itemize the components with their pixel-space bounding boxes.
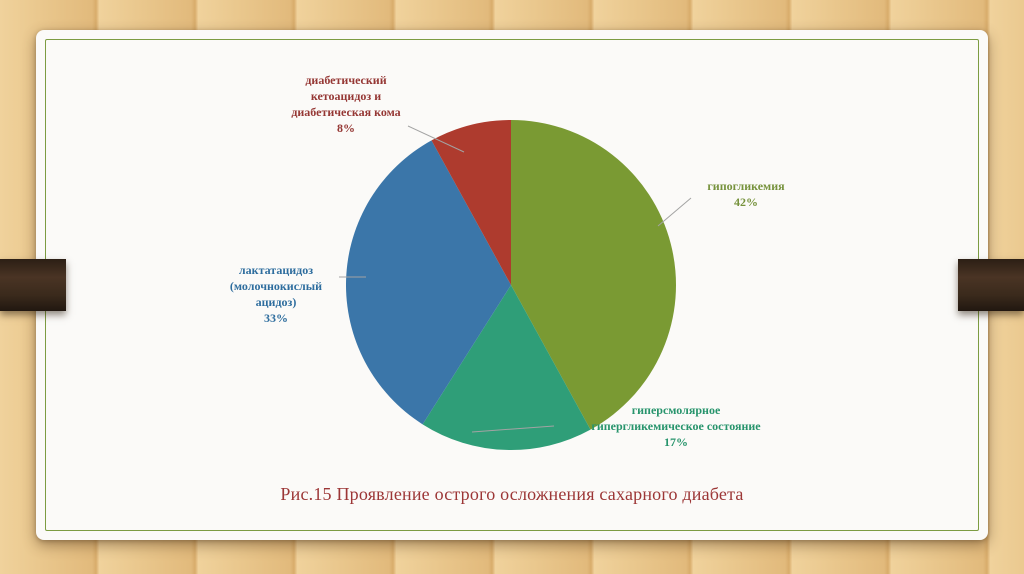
- pie-label-hyperosmolar-hyperglycemic-state: гиперсмолярное гипергликемическое состоя…: [526, 402, 826, 450]
- left-clip-bar: [0, 259, 66, 311]
- pie-label-line: гипогликемия: [707, 179, 785, 193]
- pie-label-line: гипергликемическое состояние: [591, 419, 761, 433]
- pie-label-line: кетоацидоз и: [310, 89, 382, 103]
- pie-label-line: диабетический: [305, 73, 387, 87]
- pie-label-value: 17%: [664, 435, 688, 449]
- pie-label-line: гиперсмолярное: [631, 403, 721, 417]
- pie-label-diabetic-ketoacidosis-coma: диабетический кетоацидоз и диабетическая…: [251, 72, 441, 136]
- pie-label-line: ацидоз): [255, 295, 297, 309]
- pie-label-line: лактатацидоз: [238, 263, 314, 277]
- pie-slice-lactic-acidosis: [345, 140, 511, 425]
- pie-label-hypoglycemia: гипогликемия 42%: [666, 178, 826, 210]
- pie-chart: [345, 120, 676, 450]
- pie-label-value: 33%: [264, 311, 288, 325]
- pie-slice-hyperosmolar-hyperglycemic-state: [422, 285, 591, 450]
- pie-slice-hypoglycemia: [511, 120, 676, 430]
- pie-label-value: 42%: [734, 195, 758, 209]
- pie-slice-diabetic-ketoacidosis-coma: [431, 120, 511, 285]
- pie-label-value: 8%: [337, 121, 355, 135]
- pie-label-line: (молочнокислый: [229, 279, 323, 293]
- figure-caption: Рис.15 Проявление острого осложнения сах…: [280, 484, 744, 504]
- pie-label-line: диабетическая кома: [291, 105, 401, 119]
- right-clip-bar: [958, 259, 1024, 311]
- pie-label-lactic-acidosis: лактатацидоз (молочнокислый ацидоз) 33%: [186, 262, 366, 326]
- slide-card: диабетический кетоацидоз и диабетическая…: [36, 30, 988, 540]
